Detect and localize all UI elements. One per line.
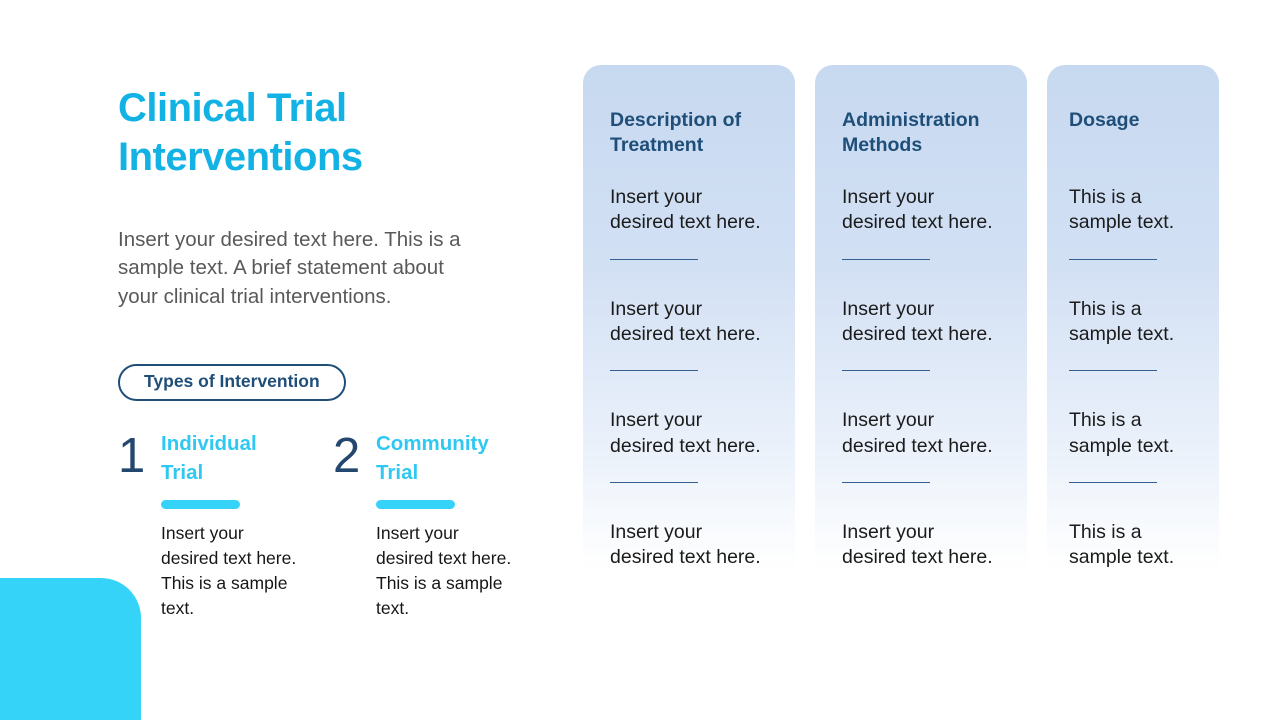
- item-title: Individual Trial: [161, 431, 257, 484]
- slide-title: Clinical Trial Interventions: [118, 86, 363, 179]
- column-entry: Insert your desired text here.: [842, 297, 993, 346]
- types-of-intervention-badge: Types of Intervention: [118, 363, 346, 401]
- entry-divider: [1069, 258, 1157, 260]
- item-number: 1: [118, 428, 146, 483]
- column-entry: This is a sample text.: [1069, 297, 1175, 346]
- column-entry: Insert your desired text here.: [610, 521, 761, 569]
- interventions-list: 1 Individual Trial Insert your desired t…: [118, 429, 548, 622]
- slide-intro-text: Insert your desired text here. This is a…: [118, 227, 461, 308]
- column-entry: This is a sample text.: [1069, 409, 1175, 457]
- entry-divider: [1069, 370, 1157, 372]
- info-columns: Description of Treatment Insert your des…: [583, 65, 1219, 585]
- item-content: Individual Trial Insert your desired tex…: [161, 429, 296, 622]
- column-entry: This is a sample text.: [1069, 521, 1175, 569]
- entry-divider: [842, 258, 930, 260]
- entry-divider: [842, 370, 930, 372]
- corner-accent-shape: [0, 578, 141, 720]
- column-entry: Insert your desired text here.: [610, 186, 761, 234]
- intervention-item-community-trial: 2 Community Trial Insert your desired te…: [333, 429, 548, 622]
- entry-divider: [610, 370, 698, 372]
- column-entry: Insert your desired text here.: [610, 409, 761, 457]
- item-number: 2: [333, 428, 361, 483]
- column-dosage: Dosage This is a sample text. This is a …: [1047, 65, 1219, 585]
- entry-divider: [610, 482, 698, 484]
- accent-underline-bar: [161, 499, 240, 509]
- column-administration-methods: Administration Methods Insert your desir…: [815, 65, 1027, 585]
- column-entry: Insert your desired text here.: [842, 409, 993, 457]
- intervention-item-individual-trial: 1 Individual Trial Insert your desired t…: [118, 429, 333, 622]
- column-header: Description of Treatment: [610, 109, 742, 157]
- entry-divider: [610, 258, 698, 260]
- entry-divider: [842, 482, 930, 484]
- column-entry: Insert your desired text here.: [610, 297, 761, 346]
- item-body-text: Insert your desired text here. This is a…: [376, 522, 512, 619]
- item-body-text: Insert your desired text here. This is a…: [161, 522, 297, 619]
- item-title: Community Trial: [376, 431, 489, 484]
- column-entry: Insert your desired text here.: [842, 186, 993, 234]
- column-entry: This is a sample text.: [1069, 186, 1175, 234]
- accent-underline-bar: [376, 499, 455, 509]
- column-description-of-treatment: Description of Treatment Insert your des…: [583, 65, 795, 585]
- left-panel: Clinical Trial Interventions Insert your…: [118, 84, 548, 622]
- item-content: Community Trial Insert your desired text…: [376, 429, 511, 622]
- entry-divider: [1069, 482, 1157, 484]
- column-entry: Insert your desired text here.: [842, 521, 993, 569]
- column-header: Dosage: [1069, 109, 1140, 131]
- column-header: Administration Methods: [842, 109, 980, 157]
